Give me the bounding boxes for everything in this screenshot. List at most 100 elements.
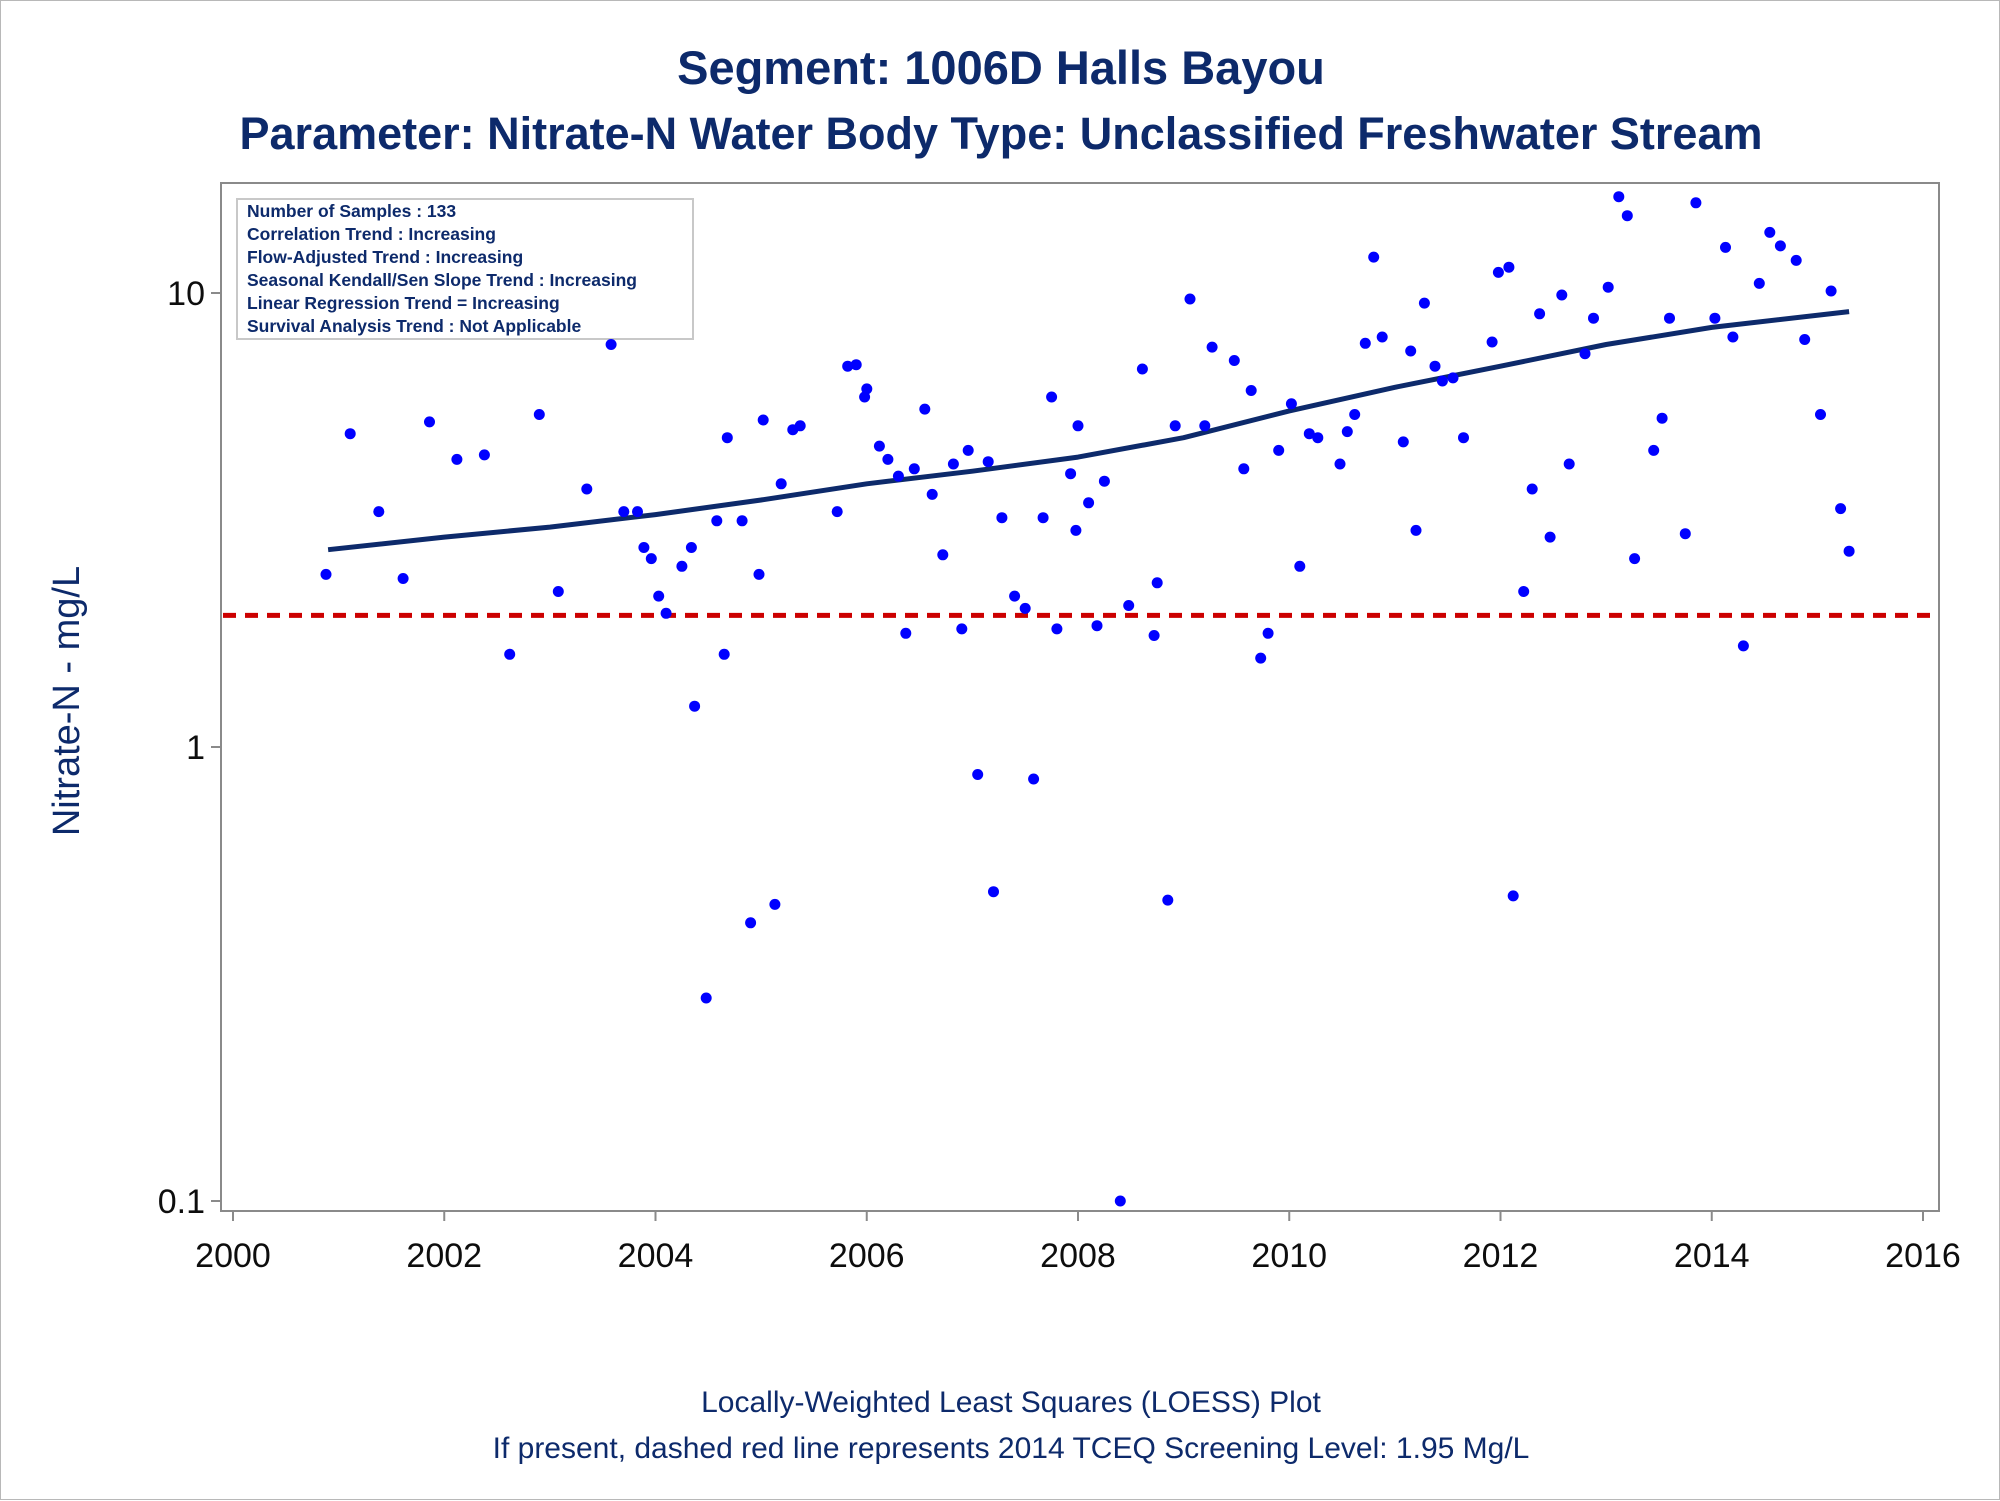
data-point	[908, 463, 920, 475]
data-point	[1334, 458, 1346, 470]
data-point	[956, 623, 968, 635]
data-point	[711, 515, 723, 527]
data-point	[842, 360, 854, 372]
loess-curve	[327, 309, 1850, 553]
chart-subtitle: Parameter: Nitrate-N Water Body Type: Un…	[240, 108, 1763, 159]
data-point	[757, 414, 769, 426]
data-point	[1098, 475, 1110, 487]
data-point	[1544, 531, 1556, 543]
x-axis: 2000 2002 2004 2006 2008 2010 2012 2014 2016	[195, 1211, 1961, 1275]
stat-linear-regression-trend: Linear Regression Trend = Increasing	[247, 293, 560, 313]
footnote-screening: If present, dashed red line represents 2…	[493, 1432, 1530, 1465]
data-point	[1790, 254, 1802, 266]
data-point	[1410, 524, 1422, 536]
data-point	[1563, 458, 1575, 470]
x-tick-label: 2016	[1885, 1237, 1961, 1275]
data-point	[1534, 308, 1546, 320]
data-point	[1753, 277, 1765, 289]
data-point	[1429, 360, 1441, 372]
data-point	[1799, 334, 1811, 345]
data-point	[1503, 261, 1515, 273]
data-point	[1579, 348, 1591, 360]
data-point	[618, 506, 630, 518]
data-point	[1376, 331, 1388, 343]
data-point	[1458, 432, 1469, 444]
data-point	[504, 648, 516, 660]
y-axis: 0.1 1 10	[158, 275, 221, 1221]
data-point	[1843, 545, 1855, 557]
data-point	[1720, 241, 1731, 253]
data-point	[892, 470, 904, 482]
data-point	[1312, 432, 1324, 444]
data-point	[1368, 251, 1380, 263]
data-point	[861, 383, 873, 395]
data-point	[1072, 420, 1084, 432]
data-point	[1184, 293, 1196, 305]
data-point	[996, 512, 1008, 524]
x-tick-label: 2010	[1251, 1237, 1327, 1275]
data-point	[1447, 372, 1459, 384]
plot-area	[220, 182, 1940, 1212]
data-point	[1492, 266, 1504, 278]
data-point	[1303, 428, 1315, 440]
x-tick-label: 2008	[1040, 1237, 1116, 1275]
data-point	[1123, 600, 1135, 611]
data-point	[1709, 312, 1721, 324]
data-point	[1206, 341, 1218, 353]
x-tick-label: 2006	[829, 1237, 905, 1275]
data-point	[1507, 890, 1519, 902]
data-points	[320, 191, 1855, 1207]
x-tick-label: 2012	[1463, 1237, 1539, 1275]
y-tick-label: 0.1	[158, 1183, 205, 1221]
data-point	[882, 453, 894, 465]
data-point	[972, 769, 984, 780]
data-point	[1486, 336, 1498, 348]
footnote-loess: Locally-Weighted Least Squares (LOESS) P…	[701, 1386, 1321, 1419]
data-point	[605, 339, 617, 350]
data-point	[653, 590, 665, 602]
data-point	[769, 898, 781, 910]
data-point	[1359, 337, 1371, 349]
data-point	[900, 627, 912, 639]
stat-number-of-samples: Number of Samples : 133	[247, 201, 456, 221]
data-point	[1255, 652, 1267, 664]
data-point	[552, 586, 564, 597]
data-point	[1526, 483, 1538, 495]
data-point	[1028, 773, 1040, 785]
data-point	[962, 444, 974, 456]
data-point	[1151, 577, 1163, 589]
data-point	[926, 488, 938, 500]
stat-flow-adjusted-trend: Flow-Adjusted Trend : Increasing	[247, 247, 523, 267]
data-point	[638, 542, 650, 553]
data-point	[1621, 210, 1633, 222]
data-point	[1009, 590, 1021, 602]
data-point	[660, 607, 672, 619]
data-point	[753, 568, 765, 580]
data-point	[424, 416, 435, 428]
data-point	[1648, 444, 1660, 456]
stat-survival-analysis-trend: Survival Analysis Trend : Not Applicable	[247, 316, 581, 336]
x-tick-label: 2014	[1674, 1237, 1750, 1275]
data-point	[689, 700, 701, 712]
x-tick-label: 2002	[406, 1237, 482, 1275]
data-point	[775, 478, 787, 490]
data-point	[1613, 191, 1625, 203]
data-point	[685, 542, 697, 553]
data-point	[581, 483, 593, 495]
stats-legend-box	[236, 198, 694, 340]
data-point	[1294, 560, 1306, 572]
data-point	[632, 506, 643, 518]
data-point	[1169, 420, 1181, 432]
data-point	[1397, 436, 1409, 448]
data-point	[1162, 894, 1174, 906]
data-point	[1349, 409, 1361, 420]
data-point	[1148, 630, 1160, 641]
data-point	[1588, 312, 1599, 324]
data-point	[645, 553, 657, 565]
data-point	[873, 440, 885, 452]
data-point	[1091, 620, 1103, 632]
data-point	[1114, 1195, 1126, 1207]
data-point	[1199, 420, 1211, 432]
